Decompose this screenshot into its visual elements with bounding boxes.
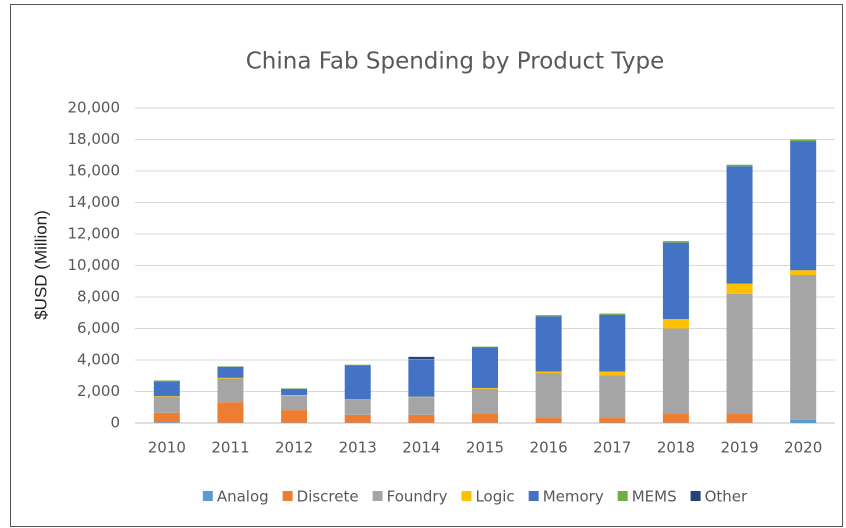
bar-segment [281,395,308,411]
bar-segment [153,412,180,423]
x-tick-label: 2010 [148,439,186,457]
bar-segment [281,388,308,396]
bar-segment [217,402,244,423]
legend-swatch [372,491,383,501]
bar-segment [535,315,562,317]
bar-segment [726,164,753,167]
legend-label: MEMS [632,488,677,506]
legend-label: Analog [217,488,269,506]
bar-segment [535,371,562,374]
bar-segment [217,378,244,403]
y-tick-label: 20,000 [68,99,121,117]
bar-segment [217,377,244,379]
x-tick-label: 2018 [657,439,695,457]
bar-segment [535,373,562,418]
legend-label: Discrete [297,488,359,506]
bar-segment [599,314,626,372]
bar-segment [344,399,371,415]
legend-label: Other [705,488,748,506]
bar-segment [599,375,626,418]
x-tick-label: 2015 [466,439,504,457]
bar-segment [344,414,371,423]
bar-segment [217,366,244,378]
bar-segment [472,388,498,389]
bar-segment [153,380,180,382]
legend-swatch [690,491,701,501]
bar-segment [662,328,689,415]
bar-segment [662,241,689,243]
y-tick-label: 0 [110,414,120,432]
x-tick-label: 2020 [784,439,822,457]
legend-label: Logic [475,488,514,506]
bar-segment [790,274,817,420]
y-tick-label: 12,000 [68,225,121,243]
legend-swatch [202,491,213,501]
x-tick-label: 2013 [339,439,377,457]
legend-swatch [282,491,293,501]
y-tick-label: 10,000 [68,256,121,274]
bar-segment [344,365,371,400]
chart-title: China Fab Spending by Product Type [246,49,665,75]
bar-segment [535,417,562,423]
y-tick-label: 18,000 [68,130,121,148]
bar-segment [153,397,180,413]
legend-swatch [617,491,628,501]
legend-label: Memory [543,488,604,506]
y-tick-label: 8,000 [77,288,120,306]
bar-segment [599,417,626,423]
x-tick-label: 2019 [720,439,758,457]
bar-segment [726,293,753,415]
bar-segment [790,139,817,142]
bar-segment [153,381,180,397]
bar-segment [408,356,435,360]
bar-segment [662,414,689,423]
bar-segment [726,414,753,423]
bar-segment [662,319,689,329]
bar-segment [153,396,180,398]
bar-segment [599,371,626,376]
x-tick-label: 2016 [530,439,568,457]
y-tick-label: 4,000 [77,351,120,369]
bar-segment [790,419,817,423]
bar-segment [599,313,626,315]
legend-swatch [461,491,472,501]
y-axis-label: $USD (Million) [31,210,50,320]
bar-segment [408,359,435,360]
bar-segment [662,242,689,320]
bar-segment [281,395,308,396]
x-tick-label: 2017 [593,439,631,457]
bar-segment [153,422,180,423]
bar-segment [408,360,435,397]
legend-label: Foundry [387,488,448,506]
bar-segment [535,316,562,372]
bar-segment [344,364,371,366]
bar-segment [281,410,308,423]
y-tick-label: 14,000 [68,193,121,211]
bar-segment [790,270,817,275]
bar-segment [472,388,498,414]
y-tick-label: 16,000 [68,162,121,180]
bar-segment [408,397,435,415]
x-tick-label: 2014 [402,439,440,457]
bar-segment [472,347,498,389]
bar-segment [408,396,435,398]
bar-segment [408,414,435,423]
x-tick-label: 2011 [211,439,249,457]
bar-segment [726,283,753,294]
x-tick-label: 2012 [275,439,313,457]
bar-segment [726,166,753,284]
y-tick-label: 6,000 [77,319,120,337]
y-tick-label: 2,000 [77,382,120,400]
bar-segment [472,413,498,423]
legend-swatch [528,491,539,501]
bar-segment [790,141,817,271]
